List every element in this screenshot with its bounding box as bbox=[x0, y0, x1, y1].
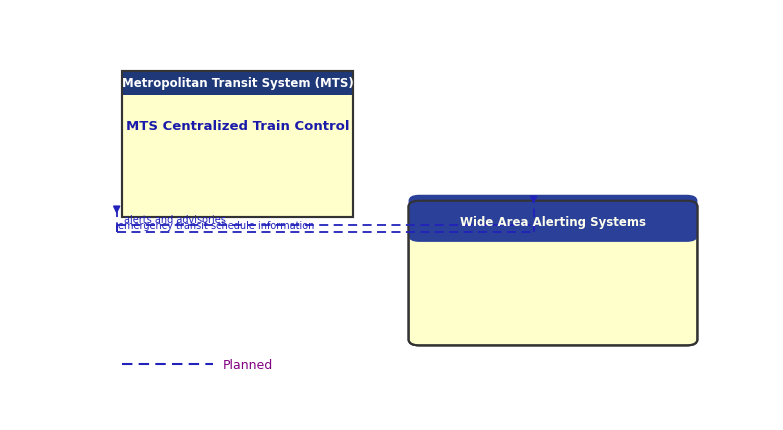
Text: Metropolitan Transit System (MTS): Metropolitan Transit System (MTS) bbox=[121, 77, 353, 90]
Bar bbox=[122, 71, 352, 95]
FancyBboxPatch shape bbox=[409, 195, 698, 243]
Text: MTS Centralized Train Control: MTS Centralized Train Control bbox=[126, 120, 349, 132]
Text: Planned: Planned bbox=[222, 358, 272, 371]
Text: alerts and advisories: alerts and advisories bbox=[124, 214, 226, 224]
Bar bbox=[122, 71, 352, 217]
Bar bbox=[420, 220, 686, 236]
Text: Wide Area Alerting Systems: Wide Area Alerting Systems bbox=[460, 215, 646, 228]
Bar bbox=[122, 71, 352, 217]
Text: emergency transit schedule information: emergency transit schedule information bbox=[118, 221, 314, 231]
FancyBboxPatch shape bbox=[409, 201, 698, 346]
